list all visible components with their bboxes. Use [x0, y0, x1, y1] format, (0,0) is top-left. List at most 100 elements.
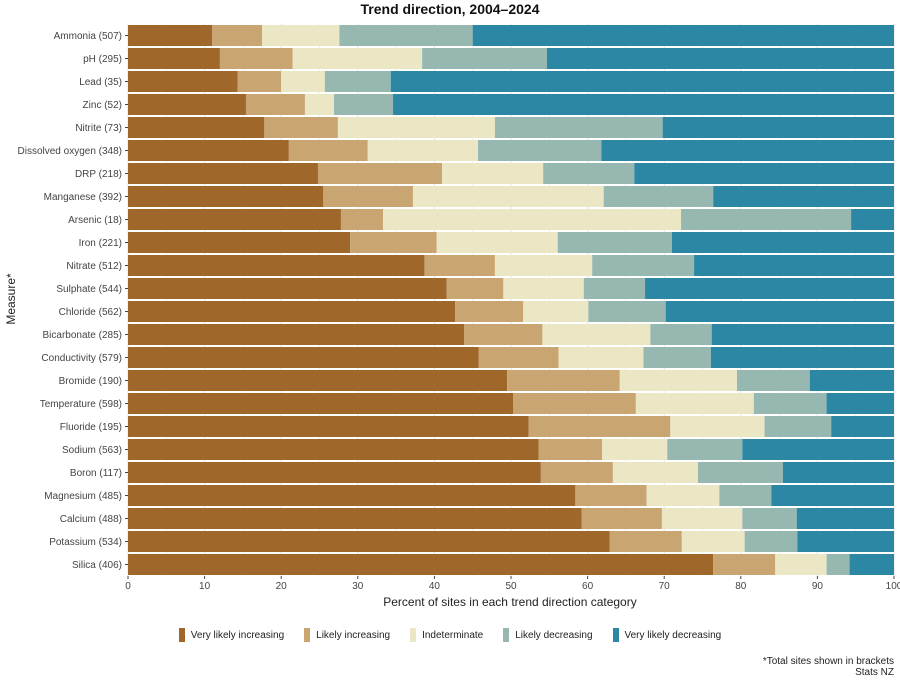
bar-segment	[719, 485, 772, 506]
y-tick-label: Bicarbonate (285)	[43, 330, 123, 341]
y-tick-label: Ammonia (507)	[54, 31, 122, 42]
bar-segment	[744, 531, 798, 552]
bar-segment	[513, 393, 636, 414]
legend-label: Very likely increasing	[190, 629, 285, 641]
x-tick-label: 0	[125, 581, 131, 592]
y-tick-label: Iron (221)	[79, 238, 122, 249]
legend-swatch	[178, 628, 185, 642]
bar-segment	[128, 508, 582, 529]
bar-segment	[324, 71, 391, 92]
y-tick-label: Bromide (190)	[59, 376, 122, 387]
bar-segment	[334, 94, 394, 115]
bar-segment	[478, 140, 602, 161]
legend: Very likely increasing Likely increasing I…	[0, 628, 900, 642]
bar-segment	[588, 301, 666, 322]
x-tick-label: 60	[582, 581, 594, 592]
bar-segment	[323, 186, 413, 207]
bar-segment	[212, 25, 263, 46]
bar-segment	[337, 117, 495, 138]
bar-segment	[128, 48, 220, 69]
bar-segment	[603, 186, 714, 207]
bar-segment	[557, 232, 672, 253]
bar-segment	[383, 209, 682, 230]
bar-segment	[558, 347, 644, 368]
y-axis-title: Measure*	[4, 273, 18, 325]
bar-segment	[128, 117, 265, 138]
bar-segment	[128, 324, 465, 345]
bar-segment	[661, 508, 743, 529]
bar-segment	[713, 554, 776, 575]
y-tick-label: Dissolved oxygen (348)	[18, 146, 123, 157]
bar-segment	[442, 163, 544, 184]
bar-segment	[340, 209, 384, 230]
bar-segment	[317, 163, 443, 184]
bar-segment	[478, 347, 559, 368]
bar-segment	[128, 393, 514, 414]
bar-segment	[436, 232, 558, 253]
legend-swatch	[304, 628, 311, 642]
y-tick-label: Arsenic (18)	[68, 215, 122, 226]
bar-segment	[422, 48, 548, 69]
bar-segment	[826, 393, 894, 414]
bar-segment	[245, 94, 305, 115]
grid-layer	[127, 24, 895, 576]
bar-segment	[128, 347, 479, 368]
legend-item: Likely increasing	[304, 628, 390, 642]
y-tick-label: Zinc (52)	[83, 100, 122, 111]
bar-segment	[128, 301, 456, 322]
legend-swatch	[612, 628, 619, 642]
footnote-text: *Total sites shown in brackets	[762, 656, 894, 667]
bar-segment	[771, 485, 894, 506]
legend-item: Very likely decreasing	[612, 628, 721, 642]
bar-segment	[710, 347, 894, 368]
bar-segment	[583, 278, 646, 299]
bar-segment	[826, 554, 850, 575]
bar-segment	[339, 25, 473, 46]
bar-segment	[645, 278, 894, 299]
y-tick-label: Manganese (392)	[44, 192, 122, 203]
bar-segment	[742, 439, 894, 460]
y-tick-label: Nitrate (512)	[66, 261, 122, 272]
y-tick-label: Nitrite (73)	[75, 123, 122, 134]
bar-segment	[575, 485, 647, 506]
bar-segment	[581, 508, 662, 529]
y-tick-label: Lead (35)	[79, 77, 122, 88]
y-tick-label: Magnesium (485)	[44, 491, 122, 502]
x-tick-label: 30	[352, 581, 364, 592]
bar-segment	[547, 48, 894, 69]
bar-segment	[219, 48, 293, 69]
legend-item: Very likely increasing	[178, 628, 285, 642]
legend-label: Likely decreasing	[515, 629, 593, 641]
x-axis-ticks: 0 10 20 30 40 50 60 70 80 90 100	[125, 576, 900, 592]
bar-segment	[128, 209, 341, 230]
legend-swatch	[410, 628, 417, 642]
bar-segment	[736, 370, 810, 391]
bar-segment	[601, 140, 894, 161]
y-tick-label: Silica (406)	[72, 560, 122, 571]
bar-segment	[809, 370, 894, 391]
legend-item: Indeterminate	[410, 628, 483, 642]
x-tick-label: 90	[812, 581, 824, 592]
bar-segment	[543, 163, 635, 184]
y-tick-label: Boron (117)	[70, 468, 122, 479]
y-tick-label: Sulphate (544)	[56, 284, 122, 295]
bar-segment	[507, 370, 620, 391]
bar-segment	[128, 278, 447, 299]
bar-segment	[667, 439, 743, 460]
bar-segment	[775, 554, 827, 575]
x-tick-label: 50	[505, 581, 517, 592]
bar-segment	[128, 416, 529, 437]
y-tick-label: Calcium (488)	[60, 514, 122, 525]
bar-segment	[350, 232, 437, 253]
bar-segment	[412, 186, 604, 207]
bar-segment	[292, 48, 423, 69]
bar-segment	[446, 278, 504, 299]
bar-segment	[528, 416, 671, 437]
x-tick-label: 70	[659, 581, 671, 592]
bar-segment	[694, 255, 894, 276]
bar-segment	[455, 301, 524, 322]
bar-segment	[612, 462, 698, 483]
bar-segment	[128, 439, 539, 460]
footnote: *Total sites shown in brackets Stats NZ	[763, 656, 894, 678]
